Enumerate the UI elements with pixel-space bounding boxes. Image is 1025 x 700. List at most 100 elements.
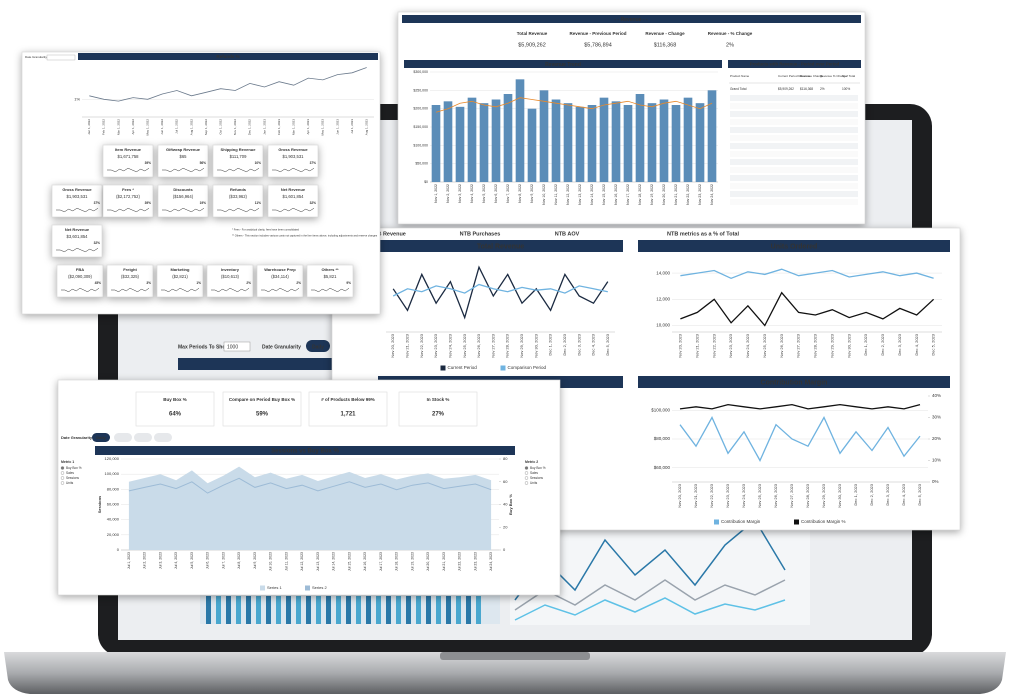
x-tick-label: Nov 7, 2022 (506, 184, 510, 203)
x-tick-label: Jul 3, 2023 (158, 552, 162, 569)
sparkline (107, 167, 150, 173)
sparkline (161, 287, 200, 293)
card-value: $111,709 (230, 154, 248, 159)
radio[interactable] (524, 476, 529, 480)
chart-title: Total Revenue (477, 243, 524, 250)
radio[interactable] (60, 481, 65, 485)
radio[interactable] (524, 481, 529, 485)
sparkline (217, 207, 260, 213)
radio[interactable] (60, 476, 65, 480)
x-tick-label: Nov 23, 2023 (728, 333, 733, 358)
radio[interactable] (60, 471, 65, 475)
x-tick-label: Jul 2, 2023 (143, 552, 147, 569)
background-stripe (366, 596, 371, 624)
card-change: 9% (346, 281, 351, 285)
y2-tick-label: 0% (932, 479, 939, 484)
x-tick-label: Dec 1, 2022 (248, 119, 252, 136)
x-tick-label: Jul 6, 2023 (206, 552, 210, 569)
legend-swatch (794, 519, 799, 525)
sparkline (61, 287, 100, 293)
filter-label: Date Granularity (25, 55, 47, 59)
radio[interactable] (524, 471, 529, 475)
bar (503, 94, 513, 182)
kpi-card (256, 264, 304, 298)
legend-option: Units (66, 481, 74, 485)
label: Max Periods To Show (178, 344, 229, 350)
chart-title: Units Ordered (771, 243, 818, 250)
card-label: Marketing (171, 267, 190, 272)
x-tick-label: Nov 6, 2022 (494, 184, 498, 203)
y-tick-label: 14,000 (656, 270, 670, 275)
radio[interactable] (524, 466, 529, 470)
legend-option: Sessions (66, 476, 79, 480)
note: ** Others - This section includes variou… (232, 234, 378, 238)
card-label: Net Revenue (65, 227, 90, 232)
x-tick-label: Nov 22, 2023 (709, 483, 714, 508)
legend-title: Metric 1 (61, 460, 74, 464)
x-tick-label: Aug 1, 2023 (364, 119, 368, 136)
background-stripe (206, 596, 211, 624)
kpi-card (51, 184, 103, 218)
legend-label: Comparison Period (508, 365, 547, 370)
pill[interactable] (154, 433, 172, 442)
x-tick-label: Jan 1, 2022 (87, 119, 91, 135)
background-stripe (376, 596, 381, 624)
tab: NTB AOV (555, 231, 580, 237)
x-tick-label: Nov 21, 2023 (693, 483, 698, 508)
x-tick-label: Nov 26, 2023 (773, 483, 778, 508)
filter-box[interactable] (46, 54, 76, 61)
bar (623, 105, 633, 182)
card-label: Net Revenue (281, 187, 306, 192)
kpi-card (106, 264, 154, 298)
y-tick-label: 0 (117, 547, 120, 552)
radio[interactable] (60, 466, 65, 470)
x-tick-label: Dec 4, 2023 (914, 333, 919, 355)
x-tick-label: Nov 20, 2023 (390, 333, 395, 358)
background-stripe (276, 596, 281, 624)
sparkline (311, 287, 350, 293)
x-tick-label: Jul 1, 2022 (175, 119, 179, 134)
pill[interactable] (306, 340, 330, 352)
legend-label: Series 1 (267, 585, 282, 590)
kpi-value: 27% (432, 412, 445, 418)
table-header (728, 60, 861, 68)
y2-tick-label: 30% (932, 415, 941, 420)
table-row (730, 167, 858, 173)
card-label: Warehouse Prep (264, 267, 296, 272)
bar (683, 97, 693, 182)
pill[interactable] (114, 433, 132, 442)
background-stripe (456, 596, 461, 624)
card-change: 39% (145, 161, 152, 165)
x-tick-label: Nov 19, 2022 (650, 184, 654, 205)
pill[interactable] (134, 433, 152, 442)
chart-header (638, 376, 950, 388)
pill-text: Daily (96, 435, 106, 440)
x-tick-label: Apr 1, 2023 (306, 119, 310, 135)
x-tick-label: Nov 28, 2023 (505, 333, 510, 358)
pill[interactable] (92, 433, 110, 442)
legend-label: Current Period (448, 365, 478, 370)
x-tick-label: Nov 21, 2023 (694, 333, 699, 358)
x-tick-label: Nov 15, 2022 (602, 184, 606, 205)
x-tick-label: Oct 1, 2022 (218, 119, 222, 135)
chart-title: Refunds % (216, 54, 239, 59)
y2-tick-label: 20% (932, 436, 941, 441)
bar (599, 97, 609, 182)
background-stripe (226, 596, 231, 624)
card-change: 32% (310, 201, 317, 205)
y-tick-label: $100,000 (651, 408, 670, 413)
x-tick-label: Nov 13, 2022 (578, 184, 582, 205)
card-label: Shipping Revenue (221, 147, 257, 152)
x-tick-label: Aug 1, 2022 (189, 119, 193, 136)
card-change: 2% (296, 281, 301, 285)
x-tick-label: Jul 10, 2023 (269, 552, 273, 571)
y-tick-label: 10,000 (656, 323, 670, 328)
kpi-card (398, 391, 478, 427)
background-stripe (446, 596, 451, 624)
input-box[interactable] (223, 341, 251, 352)
kpi-label: Revenue - Change (645, 31, 685, 36)
x-tick-label: Sep 1, 2022 (204, 119, 208, 136)
card-label: Others ** (321, 267, 339, 272)
background-stripe (336, 596, 341, 624)
kpi-label: Revenue - Previous Period (569, 31, 626, 36)
